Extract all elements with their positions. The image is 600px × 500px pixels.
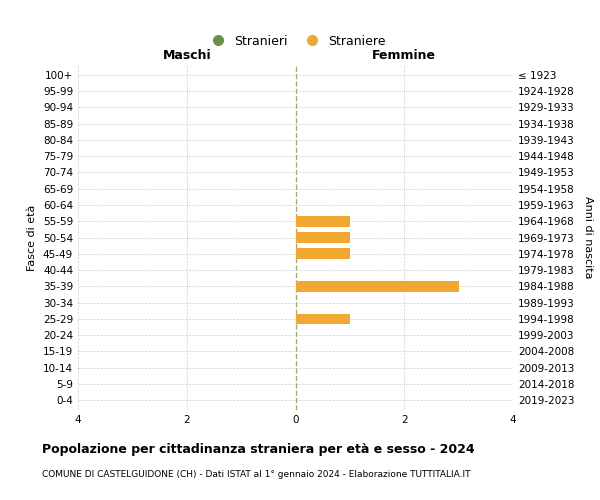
Bar (296, 248, 350, 259)
Y-axis label: Fasce di età: Fasce di età (28, 204, 37, 270)
Legend: Stranieri, Straniere: Stranieri, Straniere (200, 30, 391, 53)
Text: Maschi: Maschi (163, 48, 211, 62)
Bar (296, 314, 350, 324)
Text: COMUNE DI CASTELGUIDONE (CH) - Dati ISTAT al 1° gennaio 2024 - Elaborazione TUTT: COMUNE DI CASTELGUIDONE (CH) - Dati ISTA… (42, 470, 470, 479)
Bar (296, 216, 350, 226)
Y-axis label: Anni di nascita: Anni di nascita (583, 196, 593, 279)
Text: Femmine: Femmine (372, 48, 436, 62)
Bar (296, 281, 458, 291)
Bar (296, 232, 350, 243)
Text: Popolazione per cittadinanza straniera per età e sesso - 2024: Popolazione per cittadinanza straniera p… (42, 442, 475, 456)
